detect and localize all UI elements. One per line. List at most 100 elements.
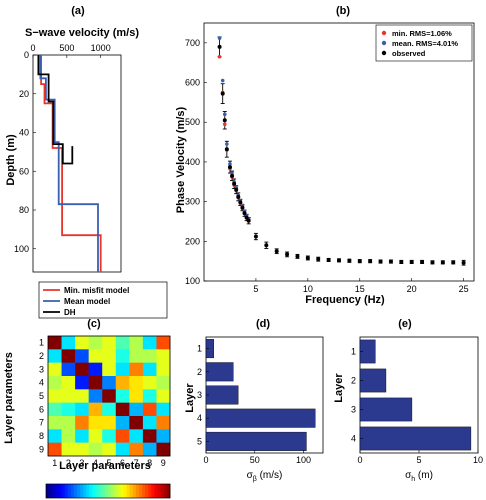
chart-c-cell: [129, 442, 144, 457]
chart-c-colorbar-segment: [111, 484, 115, 498]
chart-b-observed-point: [264, 243, 269, 248]
chart-c-cell: [48, 389, 62, 403]
chart-c-cell: [156, 429, 171, 443]
chart-b-xtick-label: 20: [407, 284, 417, 294]
chart-b-observed-point: [357, 259, 362, 264]
chart-c-colorbar-segment: [135, 484, 140, 498]
chart-c-colorbar-segment: [49, 484, 53, 498]
chart-d-bar: [205, 385, 239, 405]
chart-b-observed-point: [388, 259, 393, 264]
chart-d-xtick-label: 100: [296, 455, 311, 465]
chart-b-observed-point: [246, 218, 251, 223]
chart-c-cell: [156, 416, 171, 430]
chart-c-colorbar-segment: [46, 484, 50, 498]
chart-c-xtick-label: 9: [161, 458, 166, 468]
chart-b-mean-point: [230, 171, 234, 175]
chart-c-cell: [102, 429, 117, 443]
chart-c-colorbar-segment: [89, 484, 93, 498]
chart-c-cell: [61, 402, 76, 417]
chart-c-frame: [47, 335, 171, 457]
chart-b-observed-point: [217, 44, 222, 49]
chart-c-ytick-label: 8: [39, 431, 44, 441]
chart-c-colorbar-segment: [55, 484, 59, 498]
chart-c-cell: [129, 429, 144, 443]
chart-b-min-point: [217, 54, 222, 59]
chart-d-xtick-label: 50: [250, 455, 260, 465]
chart-c-cell: [102, 402, 117, 417]
chart-c-cell: [129, 362, 144, 377]
chart-a-xtick-label: 500: [59, 43, 74, 53]
chart-b-observed-point: [232, 181, 237, 186]
chart-a-ytick-label: 80: [19, 205, 29, 215]
chart-c-cell: [129, 349, 144, 363]
chart-e-bar: [359, 397, 413, 422]
chart-a-velocity-profile: 0 500 1000 0 20 40 60 80 100 Min. misfit model Mea…: [14, 43, 168, 319]
chart-b-xtick-label: 10: [303, 284, 313, 294]
chart-c-xtick-label: 8: [147, 458, 152, 468]
chart-a-ytick-label: 20: [19, 89, 29, 99]
chart-a-ytick-label: 100: [14, 244, 29, 254]
chart-c-colorbar-segment: [151, 484, 155, 498]
chart-c-colorbar-segment: [132, 484, 137, 498]
chart-c-cell: [88, 402, 103, 417]
chart-e-ytick-label: 3: [351, 405, 356, 415]
chart-c-colorbar-segment: [163, 484, 168, 498]
chart-b-observed-point: [451, 260, 456, 265]
chart-c-ytick-label: 6: [39, 404, 44, 414]
chart-c-cell: [88, 429, 103, 443]
chart-e-ytick-label: 2: [351, 376, 356, 386]
chart-c-cell: [48, 349, 62, 363]
chart-a-ytick-label: 40: [19, 128, 29, 138]
chart-d-ytick-label: 4: [197, 413, 202, 423]
chart-a-legend-box: [38, 281, 168, 319]
chart-c-cell: [115, 349, 130, 363]
chart-c-cell: [115, 416, 130, 430]
chart-c-cell: [142, 336, 157, 350]
chart-e-bar: [359, 426, 472, 451]
chart-c-cell: [88, 376, 103, 390]
chart-c-ytick-label: 2: [39, 351, 44, 361]
chart-b-observed-point: [420, 259, 425, 264]
chart-c-colorbar-segment: [114, 484, 118, 498]
chart-b-observed-point: [240, 205, 245, 210]
chart-c-colorbar-frame: [45, 483, 171, 499]
chart-c-cell: [75, 362, 89, 377]
chart-b-legend-marker: [381, 30, 387, 36]
chart-e-ylabel: Layer: [333, 373, 345, 403]
chart-b-observed-point: [253, 234, 258, 239]
chart-c-cell: [75, 349, 89, 363]
chart-c-cell: [102, 442, 117, 457]
chart-c-ytick-label: 1: [39, 338, 44, 348]
chart-b-xlabel: Frequency (Hz): [305, 294, 385, 306]
chart-c-cell: [156, 442, 171, 457]
chart-e-ytick-label: 1: [351, 347, 356, 357]
chart-c-colorbar-segment: [86, 484, 90, 498]
chart-b-observed-point: [234, 187, 239, 192]
chart-b-observed-point: [274, 249, 279, 254]
chart-e-xtick-label: 0: [357, 455, 362, 465]
chart-c-cell: [48, 416, 62, 430]
chart-b-xtick-label: 25: [459, 284, 469, 294]
chart-c-cell: [156, 376, 171, 390]
chart-c-colorbar-segment: [126, 484, 131, 498]
chart-b-ytick-label: 500: [185, 117, 200, 127]
chart-c-cell: [115, 376, 130, 390]
chart-c-cell: [115, 389, 130, 403]
chart-b-mean-point: [228, 162, 232, 166]
chart-d-xtick-label: 0: [203, 455, 208, 465]
chart-b-mean-point: [225, 142, 229, 146]
chart-b-observed-point: [378, 259, 383, 264]
chart-c-cell: [142, 349, 157, 363]
chart-c-xlabel: Layer parameters: [59, 460, 151, 472]
chart-c-colorbar-segment: [129, 484, 134, 498]
chart-b-legend-label: min. RMS=1.06%: [392, 29, 452, 38]
chart-c-ytick-label: 7: [39, 418, 44, 428]
chart-a-ylabel: Depth (m): [5, 134, 17, 186]
chart-e-xlabel: σh (m): [405, 470, 433, 483]
chart-c-cell: [61, 429, 76, 443]
chart-a-xtick-label: 1000: [91, 43, 111, 53]
chart-c-colorbar-segment: [166, 484, 171, 498]
chart-c-cell: [129, 416, 144, 430]
chart-a-legend-label: DH: [64, 308, 76, 317]
